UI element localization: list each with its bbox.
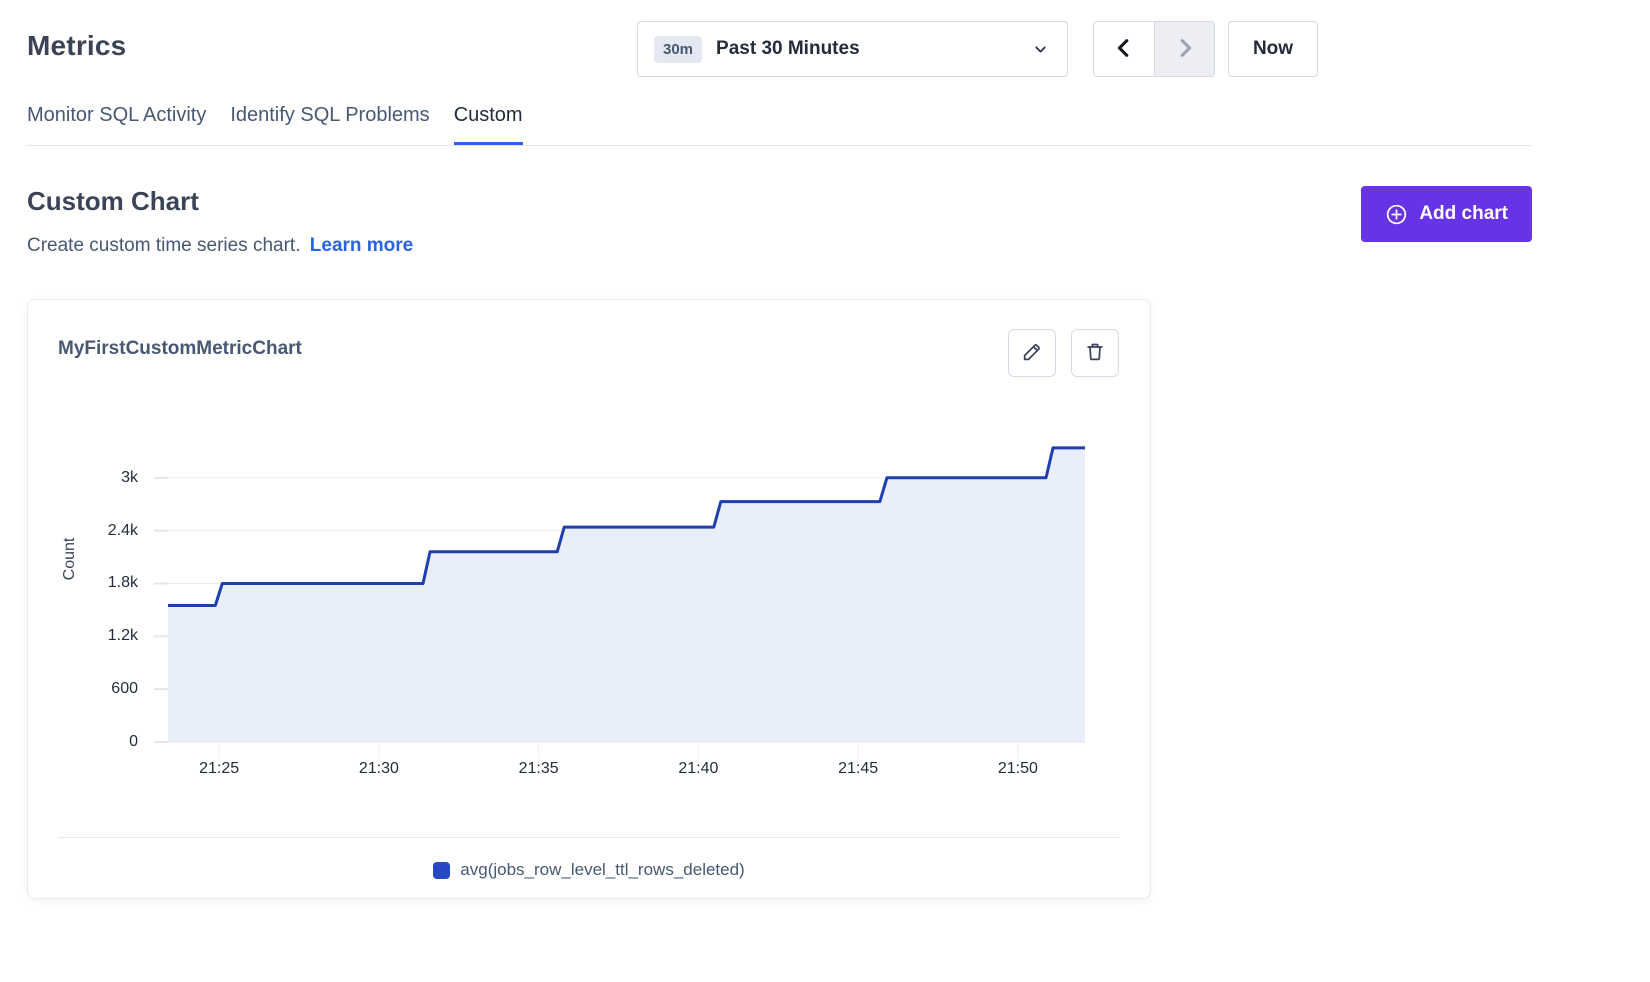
page-title: Metrics [27,30,126,62]
tab-bar: Monitor SQL Activity Identify SQL Proble… [27,104,1532,146]
x-tick-label: 21:25 [179,758,259,780]
x-tick-label: 21:30 [339,758,419,780]
y-tick-label: 2.4k [28,521,138,541]
time-range-label: Past 30 Minutes [716,38,860,60]
y-tick-label: 1.2k [28,626,138,646]
y-tick-label: 0 [28,732,138,752]
edit-chart-button[interactable] [1008,329,1056,377]
topbar: Metrics 30m Past 30 Minutes [27,0,1532,92]
x-tick-label: 21:40 [658,758,738,780]
chevron-right-icon [1174,37,1196,62]
time-nav-group [1093,21,1215,77]
time-range-picker[interactable]: 30m Past 30 Minutes [637,21,1068,77]
legend-label: avg(jobs_row_level_ttl_rows_deleted) [460,860,744,880]
y-tick-label: 600 [28,679,138,699]
pencil-icon [1021,341,1043,366]
metrics-page: Metrics 30m Past 30 Minutes [0,0,1650,982]
legend-swatch [433,862,450,879]
chevron-left-icon [1113,37,1135,62]
next-time-button[interactable] [1154,22,1214,76]
tab-monitor-sql-activity[interactable]: Monitor SQL Activity [27,104,206,145]
y-tick-label: 3k [28,468,138,488]
y-tick-label: 1.8k [28,573,138,593]
learn-more-link[interactable]: Learn more [310,235,413,256]
custom-chart-section-head: Custom Chart Create custom time series c… [27,186,1532,257]
subtitle-text: Create custom time series chart. [27,235,300,256]
add-chart-button[interactable]: Add chart [1361,186,1532,242]
custom-chart-card: MyFirstCustomMetricChart Count 06001.2k [27,299,1151,899]
add-chart-label: Add chart [1419,203,1508,225]
section-text: Custom Chart Create custom time series c… [27,186,413,257]
chart-area: Count 06001.2k1.8k2.4k3k21:2521:3021:352… [28,400,1150,792]
now-button[interactable]: Now [1228,21,1318,77]
chart-actions [1008,329,1119,377]
time-range-badge: 30m [654,36,702,63]
x-tick-label: 21:35 [499,758,579,780]
plus-circle-icon [1385,203,1408,226]
content: Metrics 30m Past 30 Minutes [27,0,1532,899]
card-divider [58,837,1120,838]
time-controls: 30m Past 30 Minutes [637,21,1318,77]
trash-icon [1084,341,1106,366]
section-title: Custom Chart [27,186,413,217]
x-tick-label: 21:45 [818,758,898,780]
chevron-down-icon [1032,41,1049,58]
chart-title: MyFirstCustomMetricChart [58,338,302,360]
tab-identify-sql-problems[interactable]: Identify SQL Problems [230,104,429,145]
legend-item[interactable]: avg(jobs_row_level_ttl_rows_deleted) [28,860,1150,880]
x-tick-label: 21:50 [978,758,1058,780]
section-subtitle: Create custom time series chart. Learn m… [27,235,413,257]
delete-chart-button[interactable] [1071,329,1119,377]
previous-time-button[interactable] [1094,22,1154,76]
tab-custom[interactable]: Custom [454,104,523,145]
chart-svg[interactable] [148,410,1085,762]
